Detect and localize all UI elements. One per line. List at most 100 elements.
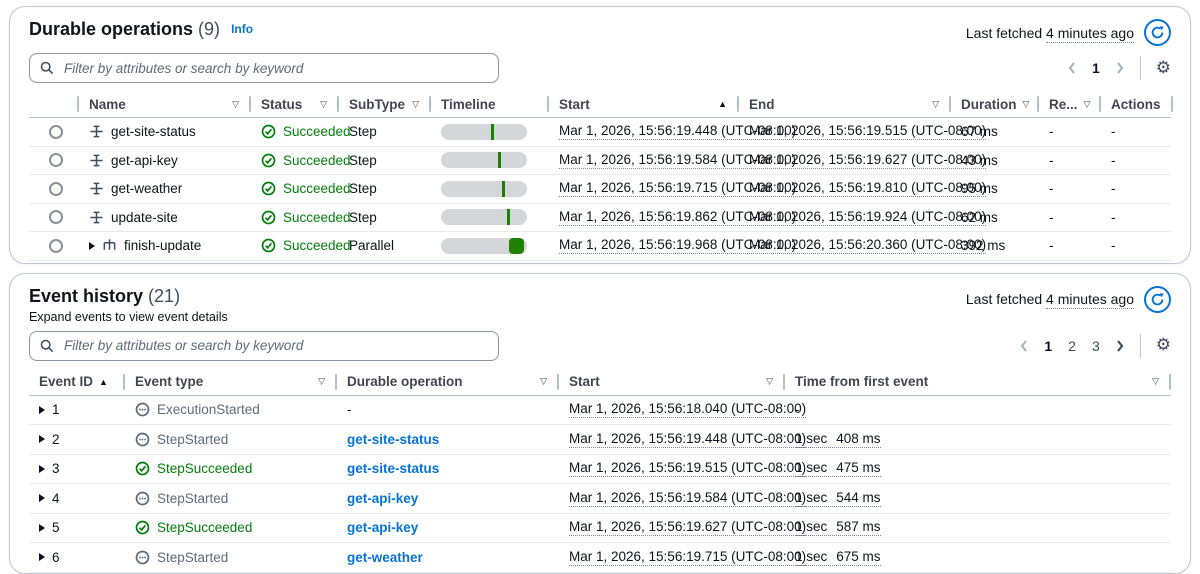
radio-button[interactable] — [49, 210, 63, 225]
event-row: 3 StepSucceeded get-site-status Mar 1, 2026… — [29, 455, 1171, 484]
next-page-button[interactable] — [1115, 61, 1125, 75]
event-type-cell: StepSucceeded — [125, 520, 337, 535]
durable-operation-link[interactable]: get-api-key — [347, 520, 419, 536]
column-header[interactable]: Name ▽ — [79, 91, 251, 117]
table-header-row: Event ID ▲ Event type ▽ Durable operation ▽ St… — [29, 369, 1171, 396]
durable-operation-cell: get-api-key — [337, 520, 559, 535]
column-header[interactable]: Actions — [1101, 91, 1173, 117]
table-row: get-site-status Succeeded Step Mar 1, 2026,… — [29, 118, 1171, 147]
status-cell: Succeeded — [251, 124, 351, 139]
event-succeeded-icon — [135, 461, 150, 476]
filter-icon[interactable]: ▽ — [412, 98, 419, 109]
filter-icon[interactable]: ▽ — [1022, 98, 1030, 109]
event-id-cell: 3 — [29, 461, 125, 476]
subtype-label: Step — [349, 209, 377, 225]
column-header-label: Event ID — [39, 374, 94, 389]
expand-event-icon[interactable] — [39, 494, 45, 503]
search-icon — [40, 61, 54, 75]
filter-icon[interactable]: ▽ — [766, 376, 773, 386]
actions-value: - — [1111, 152, 1116, 168]
next-page-button[interactable] — [1115, 339, 1125, 353]
page-number[interactable]: 3 — [1091, 337, 1100, 354]
filter-icon[interactable]: ▽ — [320, 98, 327, 109]
start-cell: Mar 1, 2026, 15:56:19.584 (UTC-08:00) — [559, 490, 807, 507]
expand-event-icon[interactable] — [39, 435, 45, 444]
radio-button[interactable] — [49, 238, 63, 253]
filter-icon[interactable]: ▽ — [1152, 376, 1159, 386]
column-header[interactable]: Event ID ▲ — [29, 369, 125, 395]
filter-icon[interactable]: ▽ — [318, 376, 325, 386]
column-header[interactable]: Status ▽ — [251, 91, 339, 117]
offset-seconds: 1 sec — [795, 489, 828, 505]
refresh-icon — [1150, 292, 1165, 307]
column-header[interactable]: Time from first event ▽ — [785, 369, 1171, 395]
column-header[interactable]: Durable operation ▽ — [337, 369, 559, 395]
prev-page-button[interactable] — [1067, 61, 1077, 75]
start-timestamp: Mar 1, 2026, 15:56:19.715 (UTC-08:00) — [569, 548, 807, 566]
filter-icon[interactable]: ▽ — [232, 98, 239, 109]
page-number[interactable]: 2 — [1068, 337, 1076, 354]
status-cell: Succeeded — [251, 238, 351, 253]
event-id: 1 — [52, 402, 60, 418]
expand-event-icon[interactable] — [39, 553, 45, 562]
page-number[interactable]: 1 — [1091, 60, 1100, 76]
expand-row-icon[interactable] — [89, 241, 95, 250]
actions-cell: - — [1101, 238, 1171, 253]
refresh-button[interactable] — [1144, 19, 1171, 46]
filter-icon[interactable]: ▽ — [1083, 98, 1091, 109]
filter-icon[interactable]: ▽ — [540, 376, 547, 386]
offset-cell: 1 sec 408 ms — [785, 431, 1171, 448]
table-header-row: Name ▽ Status ▽ SubType ▽ Timeline Start ▲ End ▽ Du… — [29, 91, 1173, 118]
status-label: Succeeded — [283, 124, 351, 140]
offset-cell: 1 sec 475 ms — [785, 460, 1171, 478]
start-cell: Mar 1, 2026, 15:56:19.448 (UTC-08:00) — [559, 431, 807, 448]
time-from-first-event: 1 sec 587 ms — [795, 519, 881, 537]
refresh-button[interactable] — [1144, 285, 1171, 313]
offset-cell: 1 sec 675 ms — [785, 549, 1171, 566]
durable-operation-link[interactable]: get-site-status — [347, 461, 440, 477]
table-row: get-api-key Succeeded Step Mar 1, 2026, 15:… — [29, 147, 1171, 175]
info-link[interactable]: Info — [231, 22, 254, 36]
timeline-marker — [497, 152, 501, 169]
column-header[interactable]: Start ▽ — [559, 369, 785, 395]
radio-button[interactable] — [49, 181, 63, 196]
sort-ascending-icon[interactable]: ▲ — [99, 376, 108, 387]
end-timestamp: Mar 1, 2026, 15:56:19.515 (UTC-08:00) — [749, 123, 987, 141]
sort-ascending-icon[interactable]: ▲ — [718, 99, 727, 109]
column-header[interactable]: Duration ▽ — [951, 91, 1039, 117]
start-cell: Mar 1, 2026, 15:56:19.515 (UTC-08:00) — [559, 460, 807, 478]
start-timestamp: Mar 1, 2026, 15:56:19.448 (UTC-08:00) — [569, 430, 807, 448]
column-header[interactable]: SubType ▽ — [339, 91, 431, 117]
settings-gear-icon[interactable]: ⚙ — [1155, 57, 1171, 77]
durable-filter-input[interactable] — [62, 59, 488, 77]
settings-gear-icon[interactable]: ⚙ — [1155, 335, 1171, 354]
selection-cell — [29, 181, 79, 196]
expand-event-icon[interactable] — [39, 523, 45, 532]
start-timestamp: Mar 1, 2026, 15:56:19.584 (UTC-08:00) — [559, 151, 797, 169]
column-header-label: Actions — [1111, 96, 1161, 112]
column-header[interactable]: Event type ▽ — [125, 369, 337, 395]
table-row: finish-update Succeeded Parallel Mar 1, 202… — [29, 232, 1171, 261]
column-header-label: Timeline — [441, 96, 496, 112]
selection-cell — [29, 153, 79, 168]
page-number[interactable]: 1 — [1044, 337, 1053, 354]
durable-operation-link[interactable]: get-api-key — [347, 490, 419, 506]
filter-input-container — [29, 330, 499, 361]
events-filter-input[interactable] — [62, 337, 488, 354]
durable-operation-link[interactable]: get-weather — [347, 549, 423, 565]
duration-value: 62 ms — [961, 209, 998, 225]
durable-operation-link[interactable]: get-site-status — [347, 431, 440, 447]
expand-event-icon[interactable] — [39, 405, 45, 414]
column-header[interactable]: End ▽ — [739, 91, 951, 117]
column-header[interactable]: Start ▲ — [549, 91, 739, 117]
name-cell: update-site — [79, 210, 251, 225]
column-header[interactable]: Re... ▽ — [1039, 91, 1101, 117]
radio-button[interactable] — [49, 153, 63, 168]
end-timestamp: Mar 1, 2026, 15:56:19.924 (UTC-08:00) — [749, 208, 987, 226]
radio-button[interactable] — [49, 124, 63, 139]
expand-event-icon[interactable] — [39, 464, 45, 473]
filter-icon[interactable]: ▽ — [932, 98, 939, 109]
last-fetched-label: Last fetched — [965, 24, 1043, 41]
prev-page-button[interactable] — [1019, 339, 1029, 353]
column-header[interactable]: Timeline — [431, 91, 549, 117]
